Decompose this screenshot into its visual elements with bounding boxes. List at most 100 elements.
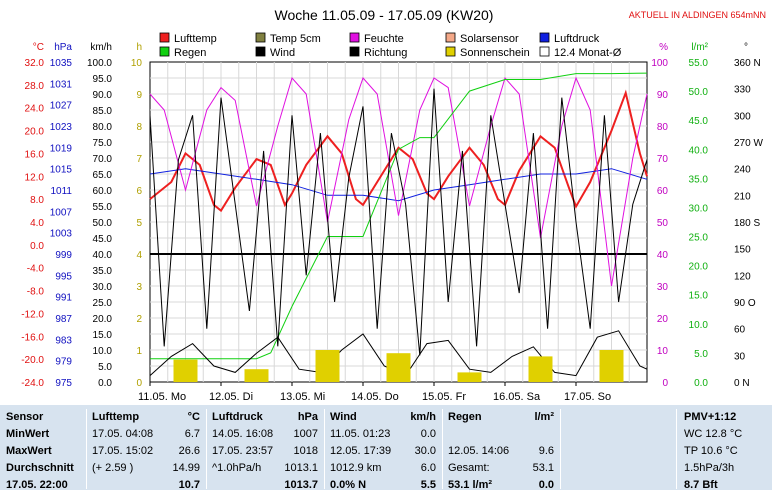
axis-unit-label: °	[744, 42, 748, 53]
axis-tick-label: 1	[136, 346, 142, 357]
axis-tick-label: 1027	[50, 101, 73, 112]
wind-current: 5.5	[420, 479, 436, 491]
axis-tick-label: 40.0	[689, 145, 709, 156]
axis-unit-label: hPa	[54, 42, 72, 53]
axis-tick-label: 16.0	[25, 149, 45, 160]
axis-tick-label: 2	[136, 314, 142, 325]
wind-unit: km/h	[410, 411, 436, 423]
regen-max: 9.6	[538, 445, 554, 457]
axis-tick-label: 90.0	[93, 90, 113, 101]
axis-tick-label: 28.0	[25, 81, 45, 92]
lufttemp-max-time: 17.05. 15:02	[92, 445, 154, 457]
station-banner: AKTUELL IN ALDINGEN 654mNN	[629, 10, 766, 20]
axis-tick-label: 5.0	[98, 362, 112, 373]
legend-label: Feuchte	[364, 33, 404, 45]
axis-tick-label: 50.0	[93, 218, 113, 229]
col-pmv: PMV+1:12 WC 12.8 °C TP 10.6 °C 1.5hPa/3h…	[684, 409, 768, 494]
axis-tick-label: 975	[55, 378, 72, 389]
axis-tick-label: 20.0	[689, 262, 709, 273]
lufttemp-min: 6.7	[184, 428, 200, 440]
row-label-avg: Durchschnitt	[6, 462, 74, 474]
axis-tick-label: 40	[657, 250, 669, 261]
legend-swatch	[159, 32, 170, 43]
luftdruck-avg: 1013.1	[284, 462, 318, 474]
axis-tick-label: 25.0	[689, 233, 709, 244]
axis-tick-label: 300	[734, 111, 751, 122]
row-label-max: MaxWert	[6, 445, 52, 457]
col-luftdruck: Luftdruck hPa 14.05. 16:08 1007 17.05. 23:…	[212, 409, 318, 494]
axis-tick-label: 24.0	[25, 104, 45, 115]
axis-unit-label: h	[136, 42, 142, 53]
axis-tick-label: -12.0	[21, 309, 44, 320]
axis-tick-label: 1019	[50, 143, 73, 154]
axis-tick-label: 240	[734, 165, 751, 176]
axis-unit-label: %	[659, 42, 668, 53]
sunshine-bar	[244, 369, 269, 382]
luftdruck-title: Luftdruck	[212, 411, 263, 423]
axis-tick-label: 1011	[50, 186, 72, 197]
pmv-windchill: WC 12.8 °C	[684, 428, 743, 440]
series-lufttemp	[149, 89, 648, 213]
regen-unit: l/m²	[534, 411, 554, 423]
wind-current-note: 0.0% N	[330, 479, 367, 491]
axis-tick-label: 0.0	[98, 378, 112, 389]
axis-tick-label: 32.0	[25, 58, 45, 69]
legend-label: Richtung	[364, 47, 407, 59]
axis-tick-label: 10.0	[93, 346, 113, 357]
axis-tick-label: 999	[55, 250, 72, 261]
axis-tick-label: 90 O	[734, 298, 756, 309]
series-richtung	[149, 88, 648, 356]
x-tick-label: 15.05. Fr	[422, 391, 466, 403]
legend-swatch	[539, 32, 550, 43]
axis-tick-label: 3	[136, 282, 142, 293]
axis-tick-label: 180 S	[734, 218, 760, 229]
col-lufttemp: Lufttemp °C 17.05. 04:08 6.7 17.05. 15:02 2…	[92, 409, 200, 494]
lufttemp-max: 26.6	[178, 445, 200, 457]
row-label-sensor: Sensor	[6, 411, 44, 423]
legend-swatch	[445, 46, 456, 57]
axis-tick-label: 360 N	[734, 58, 761, 69]
axis-tick-label: 4.0	[30, 218, 44, 229]
axis-tick-label: 65.0	[93, 170, 113, 181]
weather-chart: Woche 11.05.09 - 17.05.09 (KW20) AKTUELL…	[21, 7, 766, 403]
series-luftdruck	[149, 168, 648, 202]
axis-tick-label: 75.0	[93, 138, 113, 149]
axis-tick-label: 0.0	[30, 241, 44, 252]
axis-tick-label: 1023	[50, 122, 73, 133]
axis-tick-label: 20	[657, 314, 669, 325]
regen-current: 0.0	[538, 479, 554, 491]
legend-swatch	[159, 46, 170, 57]
axis-units: °C hPa km/h h% l/m² °	[33, 42, 748, 53]
lufttemp-current: 10.7	[178, 479, 200, 491]
regen-total-label: Gesamt:	[448, 462, 490, 474]
axis-tick-label: 0.0	[694, 378, 708, 389]
wind-avg: 6.0	[420, 462, 436, 474]
legend-swatch	[255, 46, 266, 57]
axis-tick-label: 979	[55, 357, 72, 368]
axis-tick-label: 30	[657, 282, 669, 293]
axis-tick-label: 1031	[50, 79, 73, 90]
pmv-beaufort: 8.7 Bft	[684, 479, 718, 491]
axis-tick-label: 12.0	[25, 172, 45, 183]
axis-tick-label: 10.0	[689, 320, 709, 331]
axis-tick-label: 40.0	[93, 250, 113, 261]
sunshine-bar	[457, 372, 482, 382]
col-wind: Wind km/h 11.05. 01:23 0.0 12.05. 17:39 30.…	[330, 409, 436, 494]
axis-tick-label: 9	[136, 90, 142, 101]
axis-tick-label: 45.0	[93, 234, 113, 245]
axis-tick-label: 30.0	[93, 282, 113, 293]
axis-tick-label: 30	[734, 351, 746, 362]
legend-label: Sonnenschein	[460, 47, 530, 59]
axis-tick-label: 1003	[50, 229, 73, 240]
regen-title: Regen	[448, 411, 482, 423]
lufttemp-avg: 14.99	[172, 462, 200, 474]
legend-swatch	[349, 46, 360, 57]
luftdruck-unit: hPa	[297, 411, 318, 423]
regen-current-note: 53.1 l/m²	[448, 479, 493, 491]
axis-tick-label: 0 N	[734, 378, 750, 389]
x-tick-label: 16.05. Sa	[493, 391, 541, 403]
axis-tick-label: -20.0	[21, 355, 44, 366]
axis-tick-label: -16.0	[21, 332, 44, 343]
luftdruck-avg-note: ^1.0hPa/h	[212, 462, 262, 474]
axis-tick-label: 80	[657, 122, 669, 133]
